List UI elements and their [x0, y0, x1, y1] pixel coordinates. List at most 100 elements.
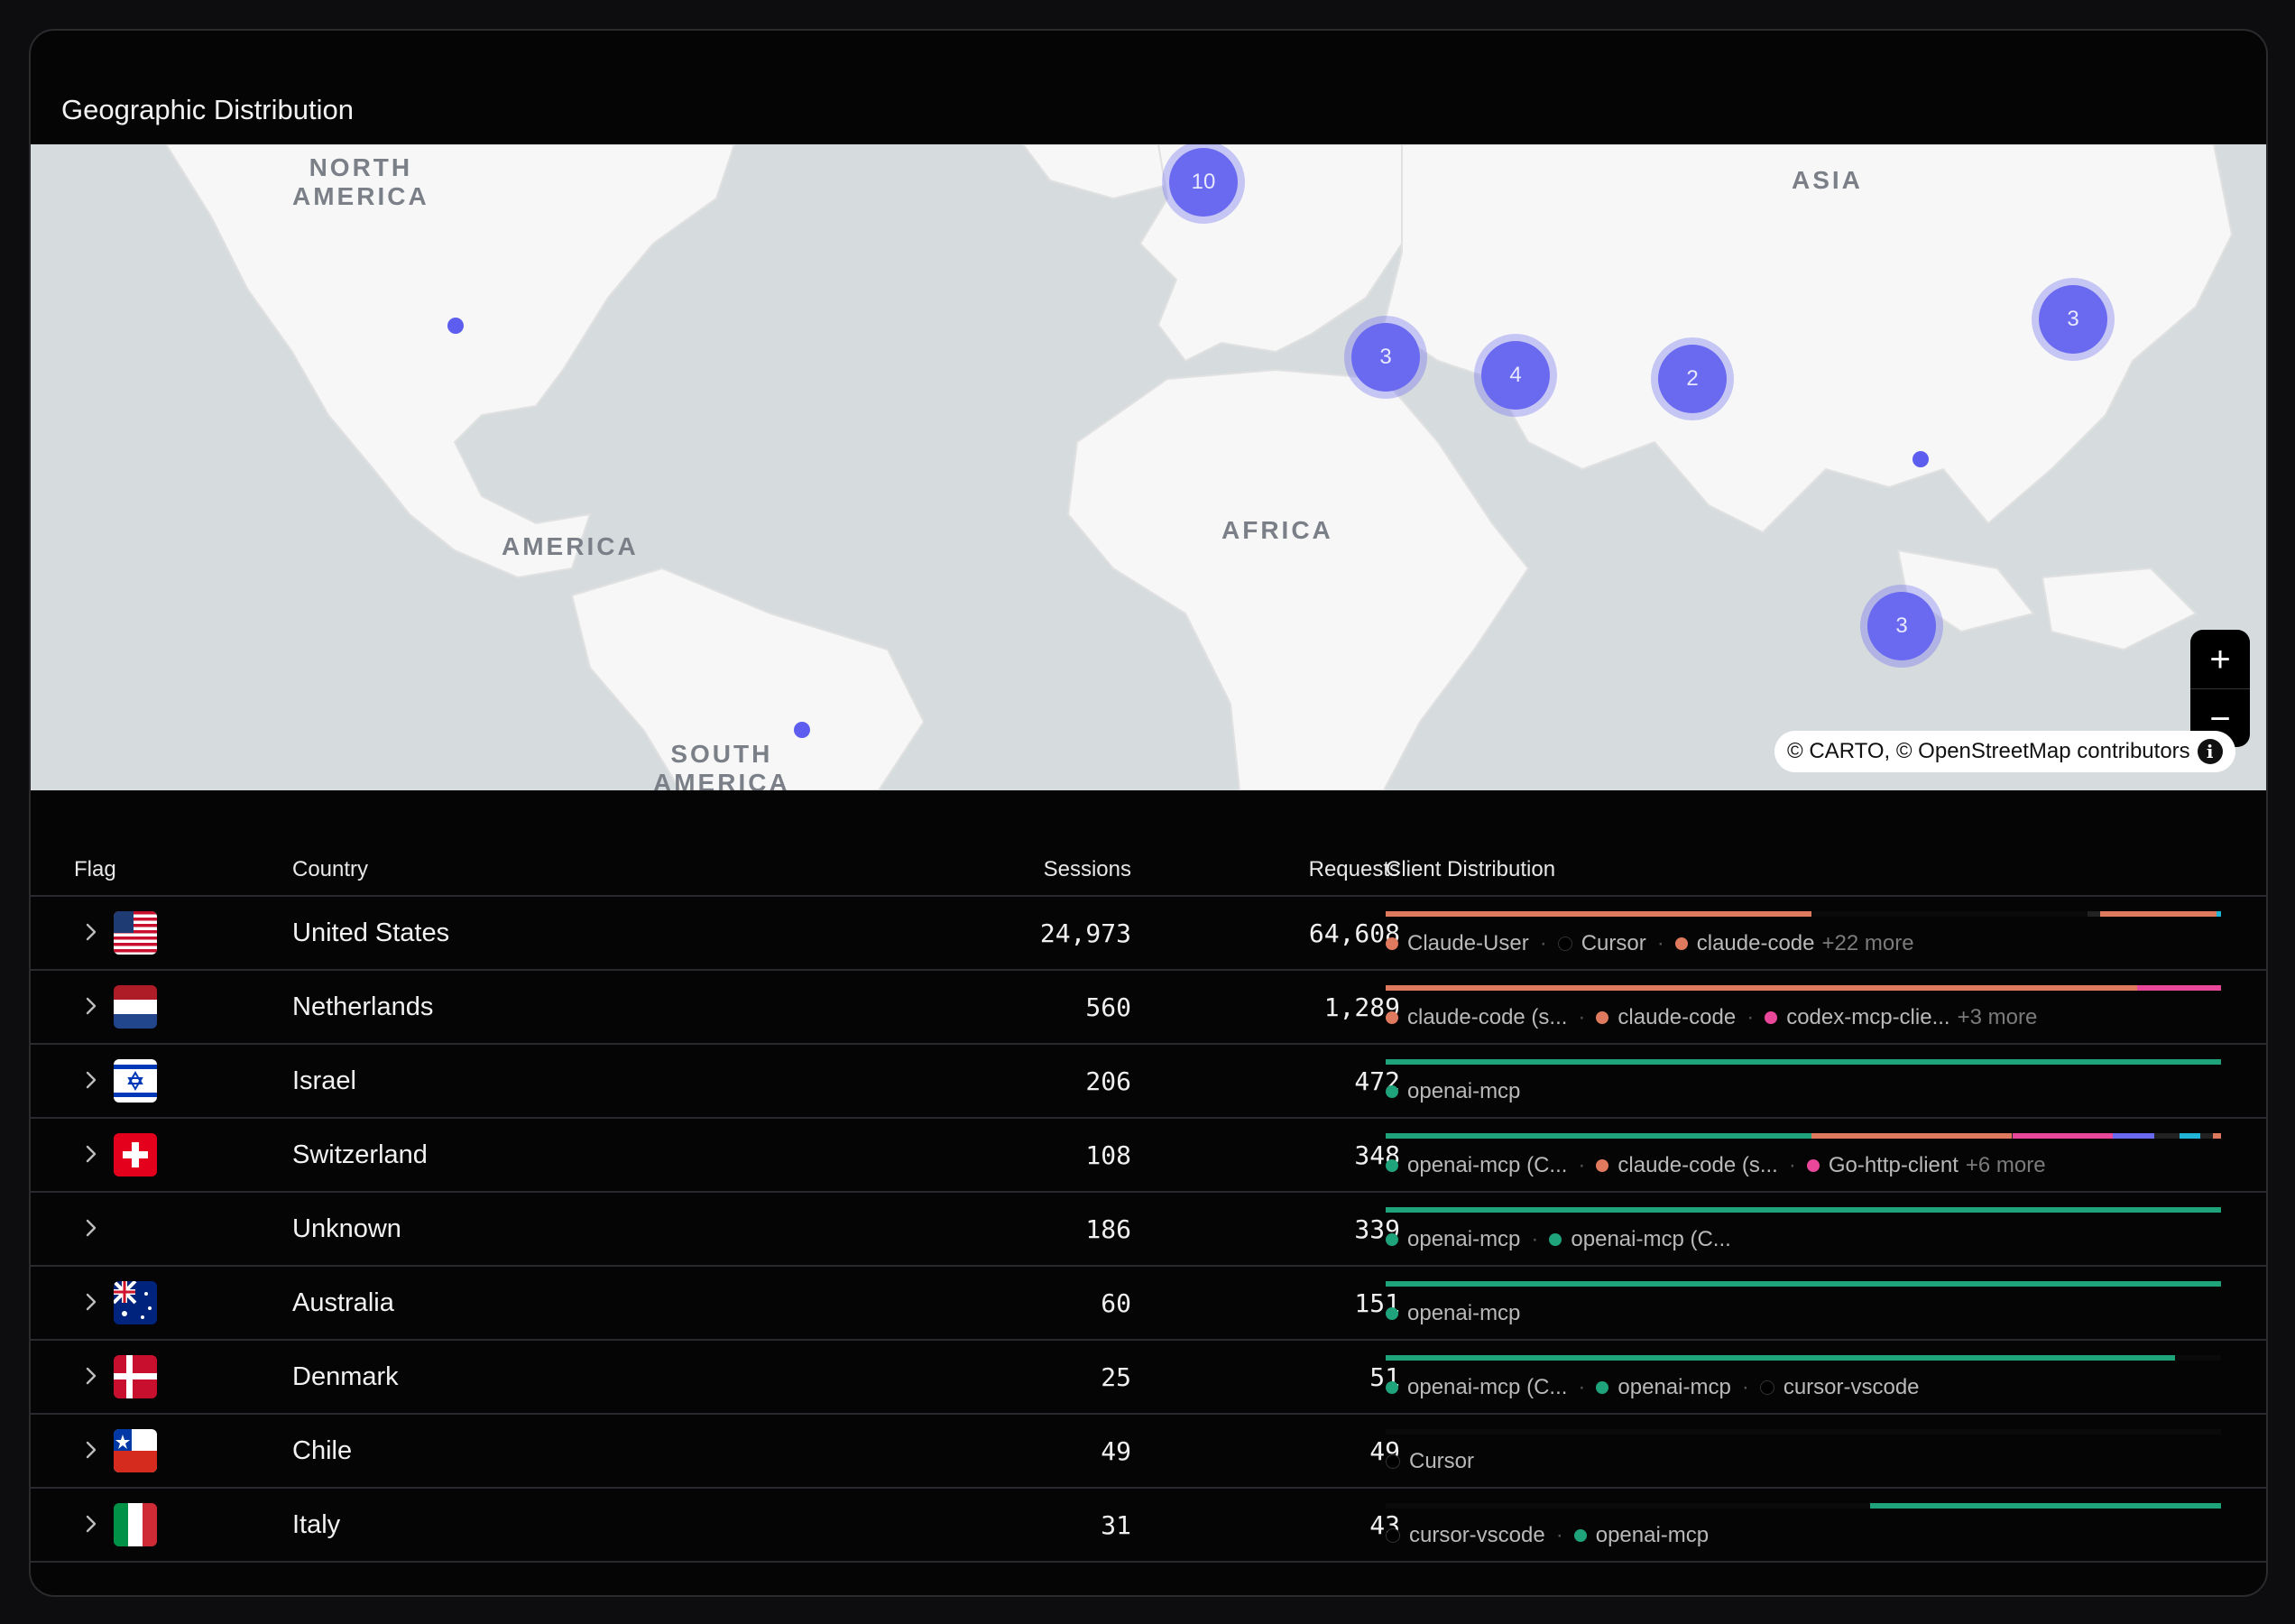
table-row[interactable]: Chile 49 49 Cursor: [31, 1415, 2266, 1489]
client-label: claude-code (s...: [1618, 1153, 1778, 1177]
bar-segment: [1386, 1133, 1812, 1139]
client-label: Cursor: [1409, 1449, 1475, 1473]
sessions-count: 206: [1085, 1066, 1131, 1096]
chevron-right-icon[interactable]: [78, 1214, 105, 1241]
header-sessions[interactable]: Sessions: [1043, 857, 1131, 881]
client-legend: openai-mcp: [1386, 1301, 1520, 1326]
sessions-count: 49: [1101, 1436, 1131, 1466]
chevron-right-icon[interactable]: [78, 1436, 105, 1463]
more-clients[interactable]: +3 more: [1957, 1005, 2038, 1029]
map-landmass: [164, 144, 2234, 790]
client-legend: openai-mcp · openai-mcp (C...: [1386, 1227, 1731, 1252]
client-legend: Cursor: [1386, 1449, 1474, 1474]
more-clients[interactable]: +6 more: [1965, 1153, 2046, 1177]
country-name: Denmark: [292, 1362, 399, 1391]
sessions-count: 108: [1085, 1140, 1131, 1170]
chevron-right-icon[interactable]: [78, 1510, 105, 1537]
header-requests[interactable]: Requests: [1308, 857, 1400, 881]
table-row[interactable]: Unknown 186 339 openai-mcp · openai-mcp (C…: [31, 1193, 2266, 1267]
bar-segment: [2137, 985, 2221, 991]
table-row[interactable]: Australia 60 151 openai-mcp: [31, 1267, 2266, 1341]
client-distribution-bar: [1386, 1059, 2221, 1065]
zoom-controls: + −: [2190, 630, 2250, 747]
chevron-right-icon[interactable]: [78, 918, 105, 946]
bar-segment: [2179, 1133, 2200, 1139]
au-flag: [114, 1281, 157, 1324]
legend-dot: [1386, 1528, 1400, 1543]
map-label-asia: ASIA: [1792, 166, 1863, 194]
legend-separator: ·: [1741, 1375, 1749, 1399]
client-label: claude-code: [1696, 931, 1815, 955]
chevron-right-icon[interactable]: [78, 1066, 105, 1093]
sessions-count: 24,973: [1039, 918, 1131, 948]
map-cluster-middle-east[interactable]: 3: [1351, 323, 1420, 392]
legend-separator: ·: [1578, 1005, 1586, 1029]
client-legend: claude-code (s... · claude-code · codex-mcp-…: [1386, 1005, 2037, 1030]
legend-dot: [1674, 937, 1688, 950]
legend-dot: [1386, 1454, 1400, 1469]
map-cluster-india[interactable]: 2: [1658, 345, 1727, 413]
info-icon[interactable]: i: [2197, 739, 2223, 764]
client-label: openai-mcp (C...: [1407, 1375, 1568, 1399]
table-row[interactable]: Israel 206 472 openai-mcp: [31, 1045, 2266, 1119]
client-distribution-bar: [1386, 1429, 2221, 1435]
bar-segment: [1386, 1207, 2221, 1213]
zoom-in-button[interactable]: +: [2209, 639, 2231, 679]
chevron-right-icon[interactable]: [78, 1288, 105, 1315]
legend-dot: [1596, 1381, 1609, 1394]
map-cluster-gulf[interactable]: 4: [1481, 341, 1550, 410]
bar-segment: [2012, 1133, 2113, 1139]
header-client-distribution[interactable]: Client Distribution: [1386, 857, 1556, 881]
map-point-south-america[interactable]: [794, 722, 810, 738]
bar-segment: [2175, 1355, 2221, 1361]
legend-separator: ·: [1539, 931, 1547, 955]
map-point-indochina[interactable]: [1912, 451, 1929, 467]
legend-dot: [1557, 937, 1572, 951]
client-distribution-bar: [1386, 911, 2221, 917]
map-point-north-america[interactable]: [447, 318, 464, 334]
legend-separator: ·: [1747, 1005, 1755, 1029]
client-label: claude-code (s...: [1407, 1005, 1568, 1029]
attribution-text[interactable]: © CARTO, © OpenStreetMap contributors: [1787, 739, 2190, 763]
client-label: openai-mcp (C...: [1571, 1227, 1731, 1251]
table-row[interactable]: Switzerland 108 348 openai-mcp (C... · cla…: [31, 1119, 2266, 1193]
client-label: cursor-vscode: [1783, 1375, 1920, 1399]
nl-flag: [114, 985, 157, 1029]
world-map[interactable]: NORTH AMERICA ASIA AMERICA AFRICA SOUTH …: [31, 144, 2266, 790]
bar-segment: [2112, 1133, 2154, 1139]
table-row[interactable]: United States 24,973 64,608 Claude-User ·…: [31, 897, 2266, 971]
more-clients[interactable]: +22 more: [1821, 931, 1914, 955]
legend-dot: [1765, 1011, 1778, 1024]
zoom-out-button[interactable]: −: [2190, 688, 2250, 747]
table-row[interactable]: Denmark 25 51 openai-mcp (C... · openai-mc…: [31, 1341, 2266, 1415]
bar-segment: [1811, 911, 2088, 917]
legend-dot: [1596, 1011, 1609, 1024]
client-distribution-bar: [1386, 985, 2221, 991]
il-flag: [114, 1059, 157, 1103]
legend-separator: ·: [1656, 931, 1664, 955]
map-cluster-southeast-asia[interactable]: 3: [1867, 592, 1936, 660]
map-cluster-europe[interactable]: 10: [1169, 148, 1238, 217]
cl-flag: [114, 1429, 157, 1472]
legend-dot: [1573, 1529, 1587, 1542]
legend-dot: [1386, 1307, 1398, 1320]
table-row[interactable]: Netherlands 560 1,289 claude-code (s... ·…: [31, 971, 2266, 1045]
chevron-right-icon[interactable]: [78, 1140, 105, 1167]
map-attribution: © CARTO, © OpenStreetMap contributors i: [1774, 731, 2235, 772]
client-label: openai-mcp: [1407, 1079, 1521, 1103]
client-label: claude-code: [1618, 1005, 1737, 1029]
header-flag[interactable]: Flag: [74, 857, 116, 881]
legend-dot: [1806, 1159, 1820, 1172]
client-label: openai-mcp (C...: [1407, 1153, 1568, 1177]
table-row[interactable]: Italy 31 43 cursor-vscode · openai-mcp: [31, 1489, 2266, 1563]
chevron-right-icon[interactable]: [78, 992, 105, 1020]
client-distribution-bar: [1386, 1207, 2221, 1213]
map-cluster-east-asia[interactable]: 3: [2039, 285, 2107, 354]
it-flag: [114, 1503, 157, 1546]
sessions-count: 25: [1101, 1362, 1131, 1392]
client-distribution-bar: [1386, 1281, 2221, 1287]
country-name: Italy: [292, 1510, 341, 1539]
ch-flag: [114, 1133, 157, 1176]
chevron-right-icon[interactable]: [78, 1362, 105, 1389]
header-country[interactable]: Country: [292, 857, 369, 881]
